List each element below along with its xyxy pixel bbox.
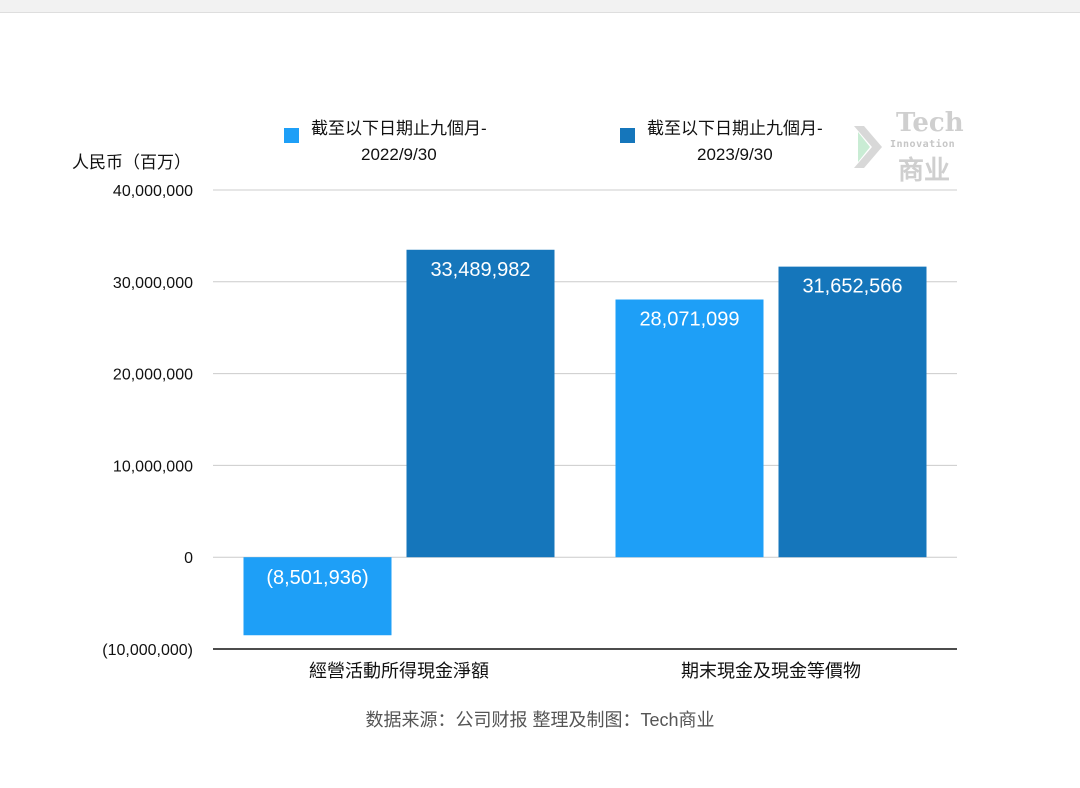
- y-tick-label: 40,000,000: [113, 183, 193, 200]
- legend-swatch-2022: [284, 128, 299, 143]
- bar: [406, 249, 555, 558]
- watermark-innovation-text: Innovation: [890, 139, 956, 150]
- legend-swatch-2023: [620, 128, 635, 143]
- watermark-tech-text: Tech: [896, 108, 964, 138]
- y-axis-label: 人民币（百万）: [72, 153, 191, 172]
- tech-watermark-logo: Tech Innovation 商业: [850, 108, 970, 188]
- legend-line-2: 2022/9/30: [361, 145, 437, 164]
- legend-line-2: 2023/9/30: [697, 145, 773, 164]
- bar-data-label: 28,071,099: [639, 309, 739, 331]
- legend-label-2023: 截至以下日期止九個月- 2023/9/30: [647, 116, 823, 168]
- bar-data-label: (8,501,936): [266, 567, 368, 589]
- legend-line-1: 截至以下日期止九個月-: [311, 119, 487, 138]
- x-category-label: 期末現金及現金等價物: [681, 661, 861, 681]
- bar-data-label: 33,489,982: [430, 259, 530, 281]
- y-tick-label: 30,000,000: [113, 275, 193, 292]
- y-tick-label: (10,000,000): [102, 642, 193, 659]
- legend-label-2022: 截至以下日期止九個月- 2022/9/30: [311, 116, 487, 168]
- legend-item-2023: 截至以下日期止九個月- 2023/9/30: [620, 116, 823, 168]
- bar-data-label: 31,652,566: [802, 276, 902, 298]
- legend-item-2022: 截至以下日期止九個月- 2022/9/30: [284, 116, 487, 168]
- x-category-label: 經營活動所得現金淨額: [309, 661, 489, 681]
- watermark-cn-text: 商业: [898, 156, 951, 186]
- arrow-icon: [854, 126, 882, 168]
- legend-line-1: 截至以下日期止九個月-: [647, 119, 823, 138]
- bar: [243, 557, 392, 636]
- source-note: 数据来源：公司财报 整理及制图：Tech商业: [365, 710, 715, 730]
- browser-top-strip: [0, 0, 1080, 13]
- y-tick-label: 10,000,000: [113, 458, 193, 475]
- bar: [615, 299, 764, 558]
- y-tick-label: 0: [184, 550, 193, 567]
- bar: [778, 266, 927, 558]
- y-tick-label: 20,000,000: [113, 367, 193, 384]
